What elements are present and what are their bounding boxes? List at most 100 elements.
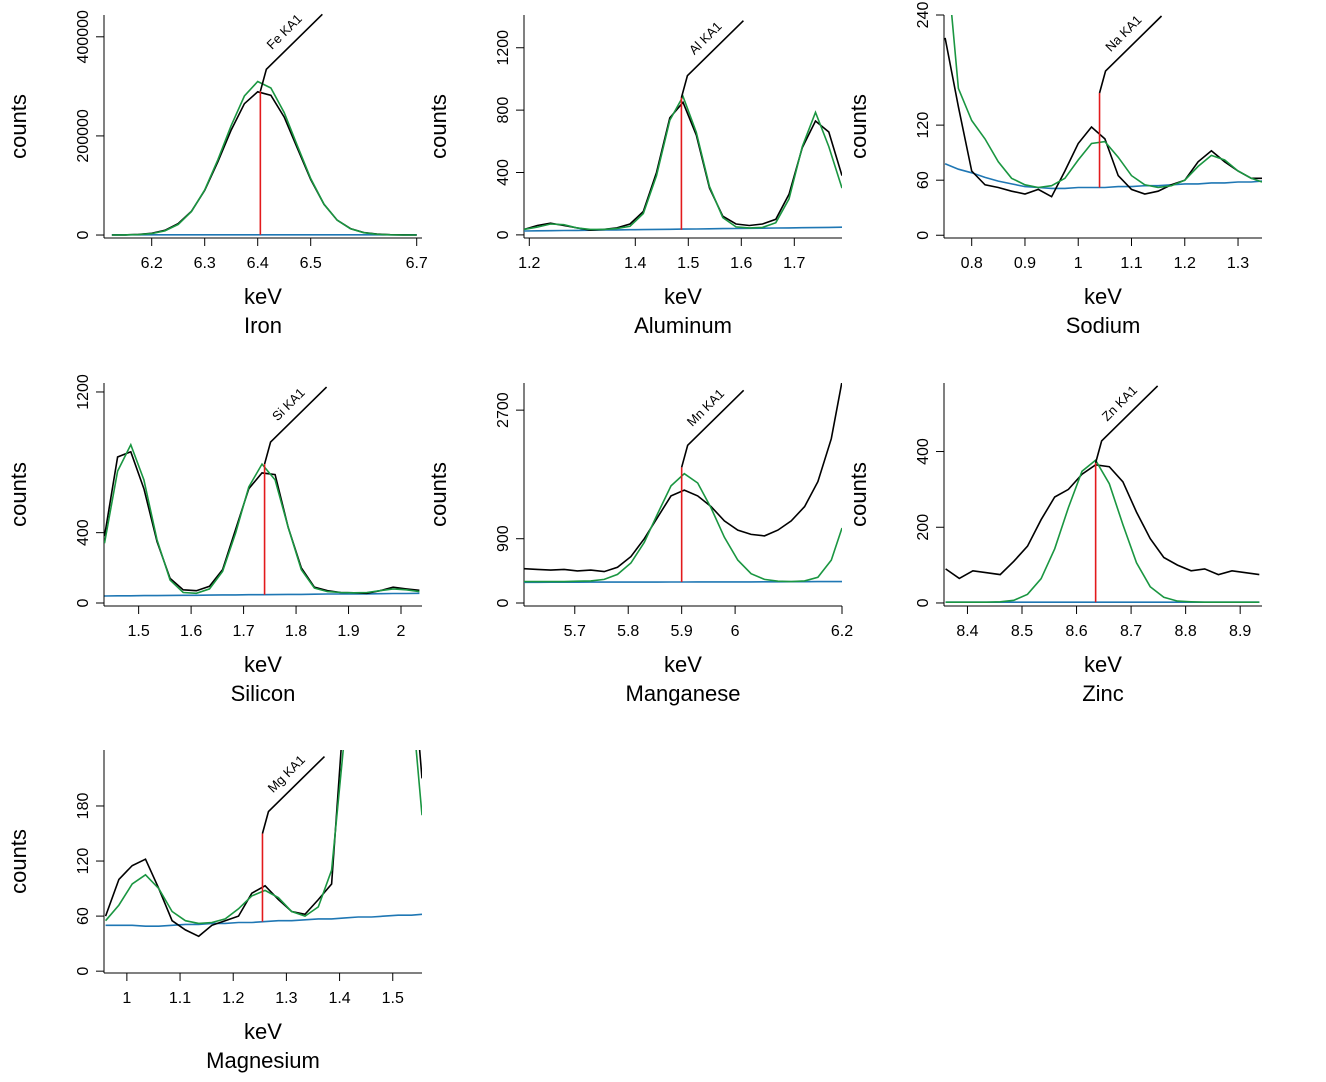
spectrum-line — [104, 450, 420, 595]
x-tick-label: 8.4 — [956, 623, 978, 640]
peak-label: Si KA1 — [269, 385, 308, 424]
x-tick-label: 1.6 — [730, 255, 752, 272]
y-tick-label: 400000 — [75, 10, 92, 63]
spectrum-line — [950, 15, 1262, 189]
plot-lines — [944, 15, 1262, 198]
chart-title: Zinc — [1082, 681, 1124, 706]
x-axis-label: keV — [664, 284, 702, 309]
spectrum-line — [944, 37, 1262, 198]
x-tick-label: 8.5 — [1011, 623, 1033, 640]
spectrum-line — [104, 592, 420, 597]
x-tick-label: 0.8 — [961, 255, 983, 272]
spectrum-line — [524, 100, 842, 232]
y-tick-label: 0 — [75, 967, 92, 976]
spectrum-line — [524, 226, 842, 232]
x-tick-label: 1.7 — [232, 623, 254, 640]
x-tick-label: 1.8 — [285, 623, 307, 640]
y-tick-label: 400 — [495, 159, 512, 186]
x-axis-label: keV — [244, 1019, 282, 1044]
plot-lines — [104, 442, 420, 597]
plot-lines — [524, 383, 842, 584]
spectrum-line — [945, 463, 1260, 580]
chart-title: Manganese — [626, 681, 741, 706]
peak-label: Na KA1 — [1102, 12, 1144, 54]
y-tick-label: 180 — [75, 793, 92, 820]
y-tick-label: 0 — [495, 230, 512, 239]
peak-leader — [680, 389, 745, 468]
peak-label: Al KA1 — [686, 19, 725, 58]
x-tick-label: 8.9 — [1229, 623, 1251, 640]
x-tick-label: 1.5 — [677, 255, 699, 272]
panel: 0 200 400 8.4 8.5 8.6 8.7 8.8 8.9 keV Zinc counts Zn… — [846, 383, 1262, 706]
y-tick-label: 1200 — [495, 30, 512, 66]
chart-title: Sodium — [1066, 313, 1141, 338]
spectrum-line — [111, 80, 417, 236]
spectrum-line — [111, 90, 417, 236]
spectrum-line — [105, 913, 422, 927]
y-tick-label: 120 — [915, 112, 932, 139]
x-tick-label: 1.1 — [1120, 255, 1142, 272]
x-tick-label: 1.6 — [180, 623, 202, 640]
y-axis-label: counts — [426, 462, 451, 527]
peak-leader — [680, 20, 744, 98]
x-tick-label: 1.3 — [275, 990, 297, 1007]
x-tick-label: 2 — [397, 623, 406, 640]
y-tick-label: 400 — [915, 438, 932, 465]
peak-leader — [1094, 385, 1159, 464]
x-tick-label: 6.2 — [141, 255, 163, 272]
y-axis-label: counts — [846, 94, 871, 159]
y-axis-label: counts — [426, 94, 451, 159]
x-tick-label: 1.7 — [783, 255, 805, 272]
x-tick-label: 0.9 — [1014, 255, 1036, 272]
x-tick-label: 1.9 — [337, 623, 359, 640]
x-tick-label: 6.4 — [247, 255, 269, 272]
x-tick-label: 1 — [122, 990, 131, 1007]
panel: 0 400 1200 1.5 1.6 1.7 1.8 1.9 2 keV Silicon counts… — [6, 374, 422, 706]
y-axis-label: counts — [6, 462, 31, 527]
peak-leader — [261, 755, 326, 834]
x-tick-label: 1.5 — [382, 990, 404, 1007]
x-tick-label: 1.1 — [169, 990, 191, 1007]
x-tick-label: 1.2 — [1174, 255, 1196, 272]
x-tick-label: 6 — [731, 623, 740, 640]
y-tick-label: 800 — [495, 97, 512, 124]
x-tick-label: 1.4 — [624, 255, 646, 272]
y-tick-label: 1200 — [75, 374, 92, 410]
y-tick-label: 60 — [75, 907, 92, 925]
peak-label: Mg KA1 — [265, 752, 308, 795]
y-tick-label: 2700 — [495, 392, 512, 428]
x-tick-label: 1 — [1074, 255, 1083, 272]
spectrum-line — [945, 458, 1260, 603]
y-tick-label: 200 — [915, 514, 932, 541]
x-tick-label: 1.2 — [222, 990, 244, 1007]
spectrum-line — [524, 94, 842, 231]
x-tick-label: 1.4 — [328, 990, 350, 1007]
y-tick-label: 0 — [915, 598, 932, 607]
peak-leader — [1098, 15, 1163, 94]
y-tick-label: 0 — [915, 231, 932, 240]
x-axis-label: keV — [1084, 652, 1122, 677]
chart-title: Silicon — [231, 681, 296, 706]
y-tick-label: 240 — [915, 2, 932, 29]
y-tick-label: 900 — [495, 525, 512, 552]
chart-title: Aluminum — [634, 313, 732, 338]
x-tick-label: 5.7 — [564, 623, 586, 640]
y-tick-label: 0 — [495, 598, 512, 607]
y-tick-label: 0 — [75, 230, 92, 239]
x-tick-label: 6.7 — [406, 255, 428, 272]
panel: 0 60 120 180 1 1.1 1.2 1.3 1.4 1.5 keV Magnesium cou… — [6, 750, 422, 1073]
x-tick-label: 8.8 — [1175, 623, 1197, 640]
x-tick-label: 8.7 — [1120, 623, 1142, 640]
peak-label: Fe KA1 — [264, 11, 305, 52]
panel: 0 200000 400000 6.2 6.3 6.4 6.5 6.7 keV Iron count… — [6, 10, 428, 338]
x-tick-label: 6.5 — [300, 255, 322, 272]
spectrum-line — [104, 442, 420, 595]
spectrum-line — [944, 162, 1262, 190]
y-axis-label: counts — [6, 829, 31, 894]
spectrum-line — [524, 383, 842, 573]
x-tick-label: 1.2 — [518, 255, 540, 272]
peak-leader — [263, 386, 328, 465]
plot-lines — [104, 750, 422, 938]
y-axis-label: counts — [6, 94, 31, 159]
